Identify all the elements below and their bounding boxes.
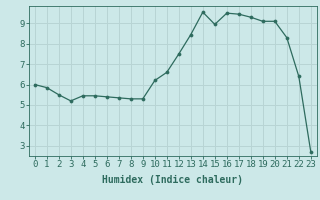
X-axis label: Humidex (Indice chaleur): Humidex (Indice chaleur) (102, 175, 243, 185)
